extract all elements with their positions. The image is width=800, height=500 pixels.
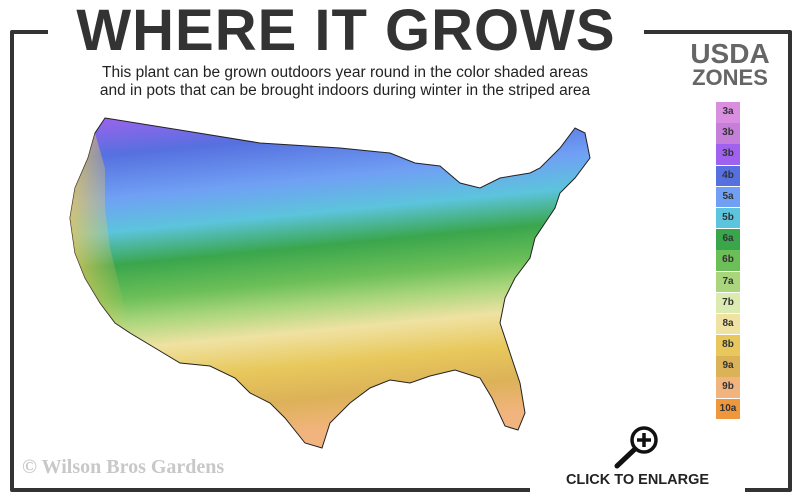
legend-zone-swatch: 6a bbox=[716, 229, 740, 250]
legend-title-usda: USDA bbox=[690, 38, 770, 69]
magnifier-plus-icon bbox=[614, 426, 658, 469]
legend-zone-swatch: 4b bbox=[716, 165, 740, 187]
legend-zone-swatch: 3a bbox=[716, 102, 740, 123]
legend-zone-swatch: 7b bbox=[716, 292, 740, 314]
us-map-outline bbox=[69, 117, 591, 449]
legend-zone-swatch: 6b bbox=[716, 250, 740, 271]
subtitle-line-2: and in pots that can be brought indoors … bbox=[99, 82, 591, 99]
west-coast-warm-zone bbox=[70, 133, 130, 333]
legend-zone-swatch: 3b bbox=[716, 123, 740, 144]
legend-zone-swatch: 5b bbox=[716, 207, 740, 229]
legend-zone-swatch: 5a bbox=[716, 186, 740, 208]
legend-zone-swatch: 8a bbox=[716, 313, 740, 335]
usda-zone-map[interactable] bbox=[60, 108, 620, 458]
click-to-enlarge-label: CLICK TO ENLARGE bbox=[565, 472, 710, 488]
legend-zone-swatch: 9b bbox=[716, 377, 740, 398]
copyright-watermark: © Wilson Bros Gardens bbox=[22, 456, 225, 478]
legend-zone-swatch: 9a bbox=[716, 356, 740, 377]
click-to-enlarge-button[interactable]: CLICK TO ENLARGE bbox=[530, 420, 745, 500]
legend-zone-swatch: 3b bbox=[716, 144, 740, 165]
subtitle-line-1: This plant can be grown outdoors year ro… bbox=[102, 64, 588, 81]
legend-title-zones: ZONES bbox=[692, 65, 768, 90]
legend-title: USDA ZONES bbox=[680, 38, 780, 90]
legend-zone-swatch: 7a bbox=[716, 271, 740, 292]
subtitle: This plant can be grown outdoors year ro… bbox=[60, 64, 630, 100]
legend-zone-swatch: 8b bbox=[716, 335, 740, 356]
zone-legend: 3a3b3b4b5a5b6a6b7a7b8a8b9a9b10a10b bbox=[716, 102, 740, 441]
page-title: WHERE IT GROWS bbox=[48, 0, 644, 62]
legend-zone-swatch: 10a bbox=[716, 398, 740, 420]
